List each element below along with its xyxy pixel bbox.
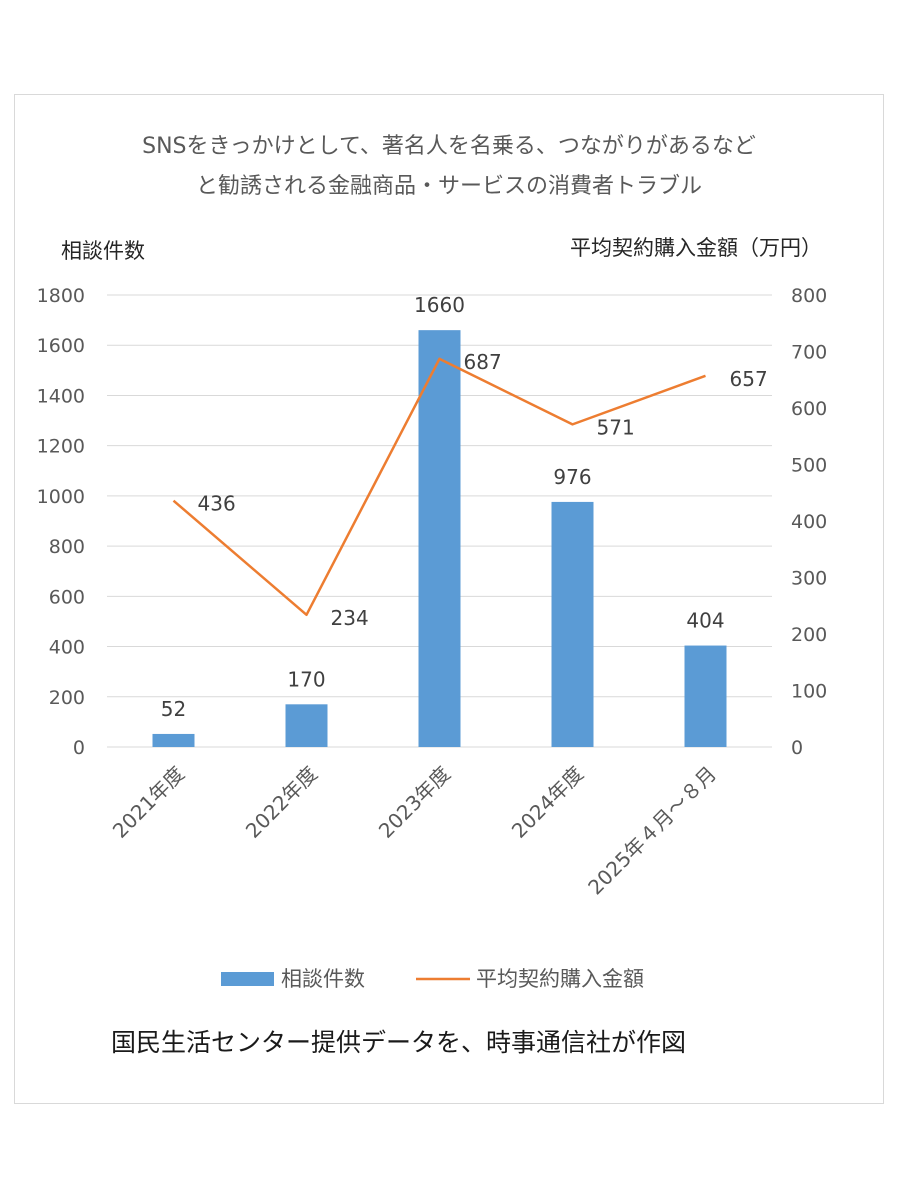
y-tick-label-9: 1800 (37, 285, 85, 307)
y-tick-label-1: 200 (49, 687, 85, 709)
y-tick-label-7: 1400 (37, 385, 85, 407)
y-tick-label-5: 1000 (37, 486, 85, 508)
bar-series: 52 170 1660 976 404 (152, 293, 727, 747)
x-tick-label-3: 2024年度 (507, 762, 588, 843)
y2-axis-title: 平均契約購入金額（万円） (570, 236, 822, 260)
x-tick-label-1: 2022年度 (241, 762, 322, 843)
y2-tick-label-3: 300 (791, 568, 827, 590)
chart-frame: SNSをきっかけとして、著名人を名乗る、つながりがあるなど と勧誘される金融商品… (14, 94, 884, 1104)
legend-label-bar: 相談件数 (281, 967, 365, 991)
chart-title-line-1: SNSをきっかけとして、著名人を名乗る、つながりがあるなど (142, 134, 756, 159)
line-path (172, 357, 706, 617)
line-series: 436 234 687 571 657 (172, 350, 768, 630)
y2-tick-label-5: 500 (791, 455, 827, 477)
bar-value-label-1: 170 (287, 667, 325, 691)
chart-title: SNSをきっかけとして、著名人を名乗る、つながりがあるなど と勧誘される金融商品… (142, 134, 756, 199)
legend-swatch-bar (221, 972, 274, 986)
y-tick-label-6: 1200 (37, 436, 85, 458)
legend-label-line: 平均契約購入金額 (476, 967, 644, 991)
y-axis-ticks: 0 200 400 600 800 1000 1200 1400 1600 1800 (37, 285, 85, 759)
y-tick-label-8: 1600 (37, 335, 85, 357)
bar-value-label-2: 1660 (414, 293, 465, 317)
bar-2 (418, 330, 461, 747)
y-tick-label-0: 0 (73, 737, 85, 759)
y2-tick-label-8: 800 (791, 285, 827, 307)
bar-0 (152, 733, 195, 747)
bar-value-label-4: 404 (686, 609, 724, 633)
bar-3 (551, 501, 594, 747)
y2-tick-label-1: 100 (791, 681, 827, 703)
legend: 相談件数 平均契約購入金額 (221, 967, 644, 991)
source-note: 国民生活センター提供データを、時事通信社が作図 (111, 1028, 686, 1057)
line-value-label-0: 436 (198, 492, 236, 516)
x-tick-label-2: 2023年度 (374, 762, 455, 843)
x-tick-label-0: 2021年度 (108, 762, 189, 843)
chart: SNSをきっかけとして、著名人を名乗る、つながりがあるなど と勧誘される金融商品… (37, 134, 828, 1057)
bar-4 (684, 645, 727, 747)
line-value-label-1: 234 (331, 606, 369, 630)
y-tick-label-4: 800 (49, 536, 85, 558)
line-value-label-3: 571 (597, 415, 635, 439)
y2-tick-label-7: 700 (791, 342, 827, 364)
y2-tick-label-6: 600 (791, 398, 827, 420)
line-value-label-2: 687 (464, 350, 502, 374)
x-tick-label-4: 2025年４月～８月 (583, 762, 721, 900)
y2-tick-label-0: 0 (791, 737, 803, 759)
y2-tick-label-4: 400 (791, 511, 827, 533)
bar-value-label-3: 976 (553, 465, 591, 489)
bar-value-label-0: 52 (161, 697, 186, 721)
bar-1 (285, 704, 328, 747)
y-tick-label-3: 600 (49, 586, 85, 608)
y2-tick-label-2: 200 (791, 624, 827, 646)
y2-axis-ticks: 0 100 200 300 400 500 600 700 800 (791, 285, 827, 759)
y-axis-title: 相談件数 (61, 239, 145, 263)
line-value-label-4: 657 (730, 367, 768, 391)
chart-title-line-2: と勧誘される金融商品・サービスの消費者トラブル (196, 174, 702, 199)
y-tick-label-2: 400 (49, 637, 85, 659)
